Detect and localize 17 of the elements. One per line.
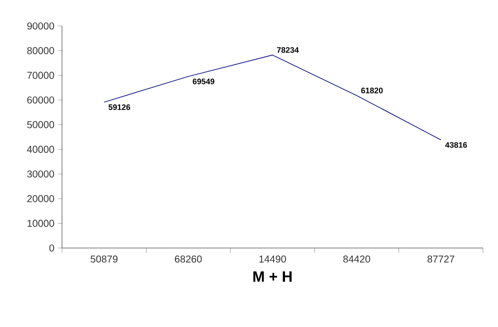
y-tick-label: 30000 <box>27 170 54 178</box>
x-tick-label: 68260 <box>174 256 202 263</box>
y-tick-label: 0 <box>49 244 54 252</box>
x-tick-label: 50879 <box>90 256 118 263</box>
y-tick-label: 50000 <box>27 121 54 128</box>
line-series <box>104 54 442 140</box>
x-tick-label: 14490 <box>259 256 286 263</box>
y-tick-label: 80000 <box>27 47 54 54</box>
y-tick-label: 90000 <box>27 22 54 30</box>
y-tick-label: 70000 <box>27 72 54 79</box>
x-tick-label: 87727 <box>427 256 454 263</box>
y-tick-label: 60000 <box>27 96 54 104</box>
y-tick-label: 10000 <box>28 220 54 227</box>
y-tick-label: 40000 <box>27 146 54 153</box>
y-tick-label: 20000 <box>27 195 54 202</box>
x-tick-label: 84420 <box>343 256 370 263</box>
x-axis-title: M + H <box>253 271 292 282</box>
